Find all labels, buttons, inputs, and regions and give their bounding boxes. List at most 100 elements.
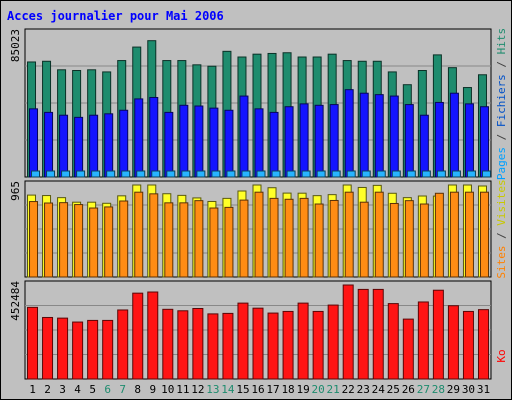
bar-fichiers-day-8	[134, 98, 144, 178]
bar-ko-day-24	[372, 288, 384, 380]
bar-ko-day-11	[177, 310, 189, 380]
x-tick-label-day-13: 13	[206, 383, 219, 396]
x-tick-label-day-30: 30	[462, 383, 475, 396]
x-tick-label-day-17: 17	[266, 383, 279, 396]
bar-fichiers-day-22	[344, 89, 354, 178]
bar-fichiers-day-30	[464, 103, 474, 178]
bar-sites-day-2	[44, 202, 54, 278]
side-legend-part: Hits	[495, 28, 508, 55]
bar-ko-day-4	[72, 321, 84, 380]
x-tick-label-day-21: 21	[327, 383, 340, 396]
x-tick-label-day-19: 19	[296, 383, 309, 396]
bar-pages-day-31	[481, 170, 491, 178]
bar-fichiers-day-12	[194, 105, 204, 178]
bar-pages-day-8	[136, 170, 146, 178]
bar-pages-day-4	[76, 170, 86, 178]
side-legend-part: Visites	[495, 179, 508, 225]
x-tick-label-day-2: 2	[44, 383, 51, 396]
bar-sites-day-5	[89, 207, 99, 278]
bar-ko-day-6	[102, 319, 114, 380]
bar-fichiers-day-21	[329, 104, 339, 178]
bar-sites-day-11	[179, 202, 189, 278]
bar-pages-day-13	[211, 170, 221, 178]
bar-pages-day-2	[46, 170, 56, 178]
bar-ko-day-9	[147, 291, 159, 380]
bar-fichiers-day-17	[269, 111, 279, 178]
bar-fichiers-day-7	[119, 109, 129, 178]
bar-pages-day-7	[121, 170, 131, 178]
bar-fichiers-day-5	[89, 114, 99, 178]
bar-ko-day-22	[342, 284, 354, 380]
bar-pages-day-17	[271, 170, 281, 178]
bar-pages-day-15	[241, 170, 251, 178]
bar-ko-day-10	[162, 308, 174, 380]
x-tick-label-day-29: 29	[447, 383, 460, 396]
bar-pages-day-5	[91, 170, 101, 178]
bar-ko-day-18	[282, 310, 294, 380]
x-tick-label-day-6: 6	[104, 383, 111, 396]
bar-ko-day-29	[447, 305, 459, 380]
bar-sites-day-24	[374, 191, 384, 278]
x-tick-label-day-12: 12	[191, 383, 204, 396]
bar-sites-day-8	[134, 191, 144, 278]
bar-ko-day-12	[192, 308, 204, 380]
bar-pages-day-10	[166, 170, 176, 178]
bar-sites-day-4	[74, 204, 84, 278]
bar-ko-day-8	[132, 292, 144, 380]
x-tick-label-day-5: 5	[89, 383, 96, 396]
bar-sites-day-27	[419, 203, 429, 278]
bar-pages-day-23	[361, 170, 371, 178]
bar-ko-day-17	[267, 312, 279, 380]
chart-title: Acces journalier pour Mai 2006	[7, 9, 224, 23]
bar-fichiers-day-13	[209, 107, 219, 178]
bar-pages-day-29	[451, 170, 461, 178]
bar-fichiers-day-14	[224, 109, 234, 178]
bar-ko-day-15	[237, 302, 249, 380]
bar-fichiers-day-3	[59, 114, 69, 178]
bar-sites-day-30	[464, 191, 474, 278]
y-max-label-top: 85023	[9, 29, 22, 62]
bar-pages-day-12	[196, 170, 206, 178]
bar-ko-day-16	[252, 307, 264, 380]
bar-pages-day-14	[226, 170, 236, 178]
bar-pages-day-25	[391, 170, 401, 178]
bar-fichiers-day-28	[434, 101, 444, 178]
bar-sites-day-6	[104, 206, 114, 278]
side-legend-part: /	[495, 54, 508, 74]
bar-pages-day-27	[421, 170, 431, 178]
bar-sites-day-14	[224, 206, 234, 278]
bar-pages-day-19	[301, 170, 311, 178]
bar-sites-day-1	[29, 201, 39, 278]
x-tick-label-day-18: 18	[281, 383, 294, 396]
side-legend-part: /	[495, 127, 508, 147]
bar-sites-day-12	[194, 200, 204, 278]
bar-fichiers-day-4	[74, 116, 84, 178]
x-tick-label-day-31: 31	[477, 383, 490, 396]
x-tick-label-day-9: 9	[149, 383, 156, 396]
bar-ko-day-26	[402, 318, 414, 380]
bar-fichiers-day-23	[359, 92, 369, 178]
bar-pages-day-28	[436, 170, 446, 178]
bar-fichiers-day-10	[164, 111, 174, 178]
bar-fichiers-day-16	[254, 108, 264, 178]
bar-ko-day-5	[87, 319, 99, 380]
x-tick-label-day-28: 28	[432, 383, 445, 396]
side-legend-top: Pages / Fichiers / Hits	[495, 28, 508, 180]
x-tick-label-day-25: 25	[387, 383, 400, 396]
bar-pages-day-1	[31, 170, 41, 178]
bar-ko-day-13	[207, 313, 219, 380]
bar-pages-day-21	[331, 170, 341, 178]
x-tick-label-day-10: 10	[161, 383, 174, 396]
bar-ko-day-1	[27, 306, 39, 380]
x-tick-label-day-1: 1	[29, 383, 36, 396]
side-legend-part: Sites	[495, 246, 508, 279]
bar-pages-day-26	[406, 170, 416, 178]
bar-pages-day-22	[346, 170, 356, 178]
bar-ko-day-14	[222, 312, 234, 380]
side-legend-part: Ko	[495, 349, 508, 362]
bar-pages-day-18	[286, 170, 296, 178]
x-tick-label-day-4: 4	[74, 383, 81, 396]
bar-pages-day-24	[376, 170, 386, 178]
